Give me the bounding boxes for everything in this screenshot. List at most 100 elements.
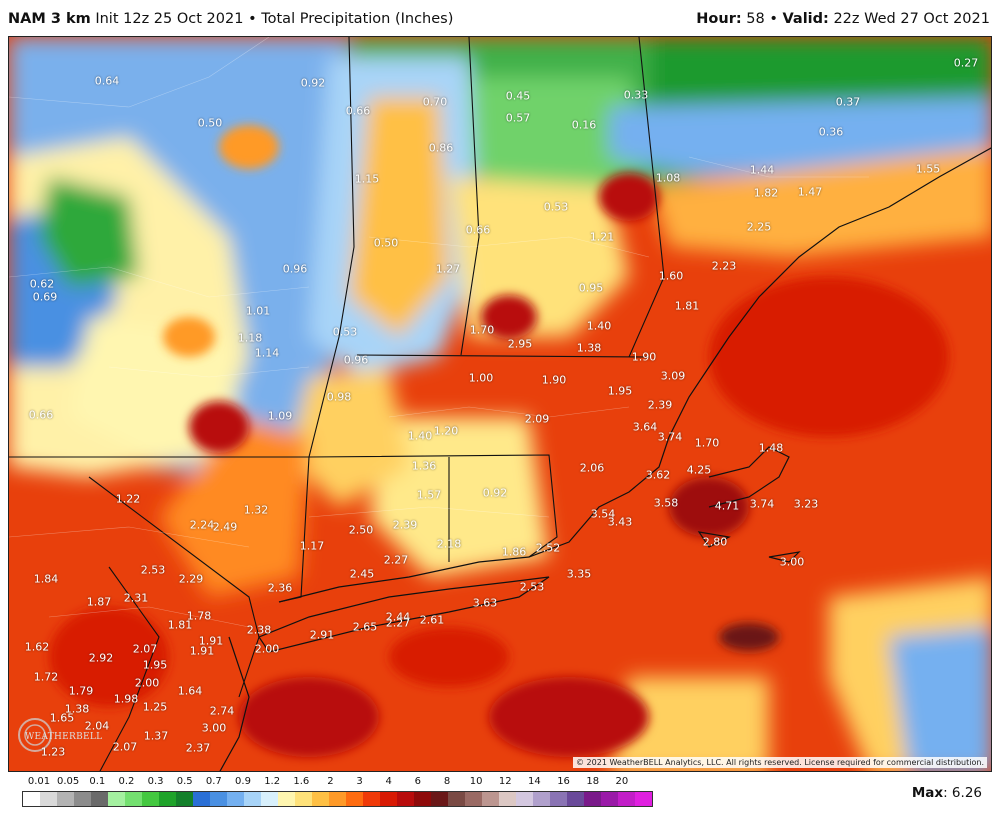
legend-ticks: 0.01 0.05 0.1 0.2 0.3 0.5 0.7 0.9 1.2 1.6 2 3 4 6 8 10 1…: [22, 776, 712, 790]
legend-tick-label: 16: [557, 776, 570, 787]
precip-value-label: 2.53: [140, 563, 166, 577]
init-time: Init 12z 25 Oct 2021: [95, 11, 244, 27]
legend-tick-label: 0.3: [147, 776, 164, 787]
precip-value-label: 2.29: [178, 572, 204, 586]
legend-swatch: [363, 792, 380, 806]
precip-value-label: 1.09: [267, 409, 293, 423]
legend-swatch: [142, 792, 159, 806]
legend-swatch: [533, 792, 550, 806]
precip-value-label: 2.00: [254, 642, 280, 656]
legend-swatch: [176, 792, 193, 806]
legend-tick-label: 0.9: [235, 776, 251, 787]
precip-value-label: 1.82: [753, 186, 779, 200]
precip-value-label: 0.36: [818, 125, 844, 139]
precip-value-label: 3.63: [472, 596, 498, 610]
legend-tick-label: 14: [528, 776, 541, 787]
precip-value-label: 2.50: [348, 523, 374, 537]
legend-swatch: [329, 792, 346, 806]
legend-tick-label: 10: [469, 776, 483, 787]
color-legend: 0.01 0.05 0.1 0.2 0.3 0.5 0.7 0.9 1.2 1.6 2 3 4 6 8 10 1…: [22, 776, 712, 816]
legend-swatch: [74, 792, 91, 806]
precip-value-label: 1.37: [143, 729, 169, 743]
hour-label: Hour:: [696, 11, 742, 27]
precip-value-label: 1.22: [115, 492, 141, 506]
precip-value-label: 1.90: [541, 373, 567, 387]
precip-value-label: 2.24: [189, 518, 215, 532]
precip-value-label: 1.36: [411, 459, 437, 473]
precip-value-label: 1.70: [469, 323, 495, 337]
precip-value-label: 2.27: [385, 616, 411, 630]
header-bar: NAM 3 km Init 12z 25 Oct 2021 • Total Pr…: [0, 0, 1000, 36]
precip-value-label: 4.25: [686, 463, 712, 477]
precip-value-label: 3.54: [590, 507, 616, 521]
precip-value-label: 2.23: [711, 259, 737, 273]
model-name: NAM 3 km: [8, 11, 91, 27]
precip-value-label: 1.18: [237, 331, 263, 345]
legend-color-bar: [22, 791, 653, 807]
legend-swatch: [108, 792, 125, 806]
precip-value-label: 2.61: [419, 613, 445, 627]
legend-swatch: [584, 792, 601, 806]
precip-value-label: 2.06: [579, 461, 605, 475]
map-title: NAM 3 km Init 12z 25 Oct 2021 • Total Pr…: [8, 11, 453, 27]
legend-swatch: [448, 792, 465, 806]
precip-value-label: 1.64: [177, 684, 203, 698]
precip-value-label: 2.25: [746, 220, 772, 234]
precip-value-label: 2.39: [392, 518, 418, 532]
precip-value-label: 1.78: [186, 609, 212, 623]
valid-time-info: Hour: 58 • Valid: 22z Wed 27 Oct 2021: [696, 11, 990, 27]
legend-swatch: [397, 792, 414, 806]
precip-value-label: 0.92: [482, 486, 508, 500]
precip-value-label: 1.60: [658, 269, 684, 283]
precip-value-label: 1.47: [797, 185, 823, 199]
precip-value-label: 2.52: [535, 541, 561, 555]
precip-value-label: 0.53: [543, 200, 569, 214]
precip-value-label: 0.62: [29, 277, 55, 291]
precip-value-label: 1.40: [586, 319, 612, 333]
legend-swatch: [261, 792, 278, 806]
precip-value-label: 3.23: [793, 497, 819, 511]
precip-value-label: 2.09: [524, 412, 550, 426]
precip-value-label: 1.86: [501, 545, 527, 559]
precip-value-label: 0.70: [422, 95, 448, 109]
precip-value-label: 2.39: [647, 398, 673, 412]
precip-value-label: 2.92: [88, 651, 114, 665]
precip-value-label: 0.27: [953, 56, 979, 70]
precip-value-label: 0.45: [505, 89, 531, 103]
legend-swatch: [312, 792, 329, 806]
precip-value-label: 1.48: [758, 441, 784, 455]
legend-tick-label: 3: [356, 776, 363, 787]
precip-value-label: 1.25: [142, 700, 168, 714]
precip-value-label: 1.70: [694, 436, 720, 450]
legend-swatch: [516, 792, 533, 806]
precip-value-label: 2.91: [309, 628, 335, 642]
precip-value-label: 0.98: [326, 390, 352, 404]
valid-bullet: •: [769, 11, 778, 27]
legend-tick-label: 0.1: [89, 776, 106, 787]
legend-swatch: [125, 792, 142, 806]
precip-value-label: 3.00: [201, 721, 227, 735]
precip-value-label: 2.80: [702, 535, 728, 549]
legend-tick-label: 1.2: [264, 776, 281, 787]
legend-swatch: [465, 792, 482, 806]
legend-swatch: [482, 792, 499, 806]
precip-value-label: 2.27: [383, 553, 409, 567]
precip-value-label: 1.81: [674, 299, 700, 313]
valid-label: Valid:: [782, 11, 829, 27]
precip-value-label: 0.50: [373, 236, 399, 250]
precip-value-label: 1.90: [631, 350, 657, 364]
precip-value-label: 3.43: [607, 515, 633, 529]
precip-value-label: 2.95: [507, 337, 533, 351]
logo-wordmark: WEATHERBELL: [25, 732, 103, 742]
precip-value-label: 1.98: [113, 692, 139, 706]
precip-value-label: 0.33: [623, 88, 649, 102]
precip-value-label: 1.84: [33, 572, 59, 586]
legend-swatch: [601, 792, 618, 806]
legend-tick-label: 0.05: [57, 776, 80, 787]
precip-value-label: 1.65: [49, 711, 75, 725]
weatherbell-logo: [17, 713, 107, 763]
precip-value-label: 2.65: [352, 620, 378, 634]
product-name: Total Precipitation (Inches): [261, 11, 454, 27]
legend-swatch: [635, 792, 652, 806]
legend-tick-label: 4: [385, 776, 392, 787]
